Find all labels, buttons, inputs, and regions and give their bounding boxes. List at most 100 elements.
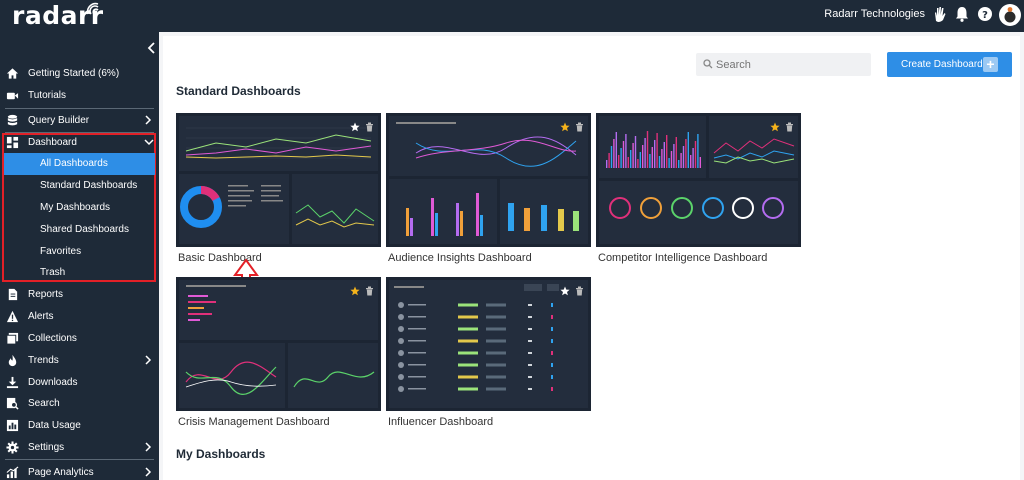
trash-icon[interactable]: [365, 286, 374, 296]
search-doc-icon: [6, 397, 19, 410]
sidebar-item-reports[interactable]: Reports: [0, 283, 159, 305]
dashboard-card-title[interactable]: Influencer Dashboard: [388, 416, 494, 428]
sidebar-item-query-builder[interactable]: Query Builder: [0, 109, 159, 131]
sidebar-item-getting-started[interactable]: Getting Started (6%): [0, 62, 159, 84]
sidebar-item-downloads[interactable]: Downloads: [0, 371, 159, 393]
sidebar-item-tutorials[interactable]: Tutorials: [0, 84, 159, 106]
organization-name[interactable]: Radarr Technologies: [824, 8, 925, 20]
sidebar-subitem-label: All Dashboards: [40, 158, 108, 169]
sidebar-item-dashboard[interactable]: Dashboard: [0, 131, 159, 153]
sidebar-item-label: Data Usage: [28, 419, 81, 431]
dashboard-card-title[interactable]: Basic Dashboard: [178, 252, 262, 264]
dashboard-card-audience-insights[interactable]: [386, 113, 591, 247]
dashboard-icon: [6, 136, 19, 148]
logo-waves-icon: [86, 2, 99, 15]
dashboard-thumbnail: [599, 116, 798, 244]
sidebar-item-label: Reports: [28, 288, 64, 300]
sidebar-item-label: Search: [28, 397, 60, 409]
dashboard-card-title[interactable]: Crisis Management Dashboard: [178, 416, 330, 428]
section-title-my: My Dashboards: [176, 447, 266, 461]
chevron-right-icon: [145, 442, 152, 452]
sidebar-item-label: Alerts: [28, 310, 54, 322]
collapse-sidebar-icon[interactable]: [147, 42, 156, 54]
collections-icon: [6, 332, 19, 345]
top-bar: radarr Radarr Technologies ?: [0, 0, 1024, 32]
sidebar-item-label: Downloads: [28, 376, 78, 388]
report-icon: [8, 288, 18, 300]
dashboard-card-basic[interactable]: [176, 113, 381, 247]
star-icon[interactable]: [770, 122, 780, 132]
sidebar-item-alerts[interactable]: Alerts: [0, 305, 159, 327]
avatar[interactable]: [998, 3, 1022, 27]
sidebar-item-page-analytics[interactable]: Page Analytics: [0, 461, 159, 480]
alert-icon: [6, 310, 19, 322]
download-icon: [6, 376, 19, 388]
trash-icon[interactable]: [575, 286, 584, 296]
dashboard-thumbnail: [179, 280, 378, 408]
sidebar-item-data-usage[interactable]: Data Usage: [0, 414, 159, 436]
section-title-standard: Standard Dashboards: [176, 84, 301, 98]
star-icon[interactable]: [350, 286, 360, 296]
dashboard-card-title[interactable]: Competitor Intelligence Dashboard: [598, 252, 768, 264]
star-icon[interactable]: [560, 122, 570, 132]
sidebar-subitem-trash[interactable]: Trash: [4, 262, 155, 284]
sidebar-subitem-my-dashboards[interactable]: My Dashboards: [4, 197, 155, 219]
create-dashboard-button[interactable]: Create Dashboard +: [887, 52, 1012, 77]
chevron-right-icon: [145, 115, 152, 125]
dashboard-card-crisis-management[interactable]: [176, 277, 381, 411]
help-icon[interactable]: ?: [975, 4, 995, 24]
bell-icon[interactable]: [952, 4, 972, 24]
flame-icon: [8, 354, 17, 366]
content-panel: [163, 36, 1020, 480]
sidebar-divider: [5, 132, 154, 133]
sidebar: Getting Started (6%) Tutorials Query Bui…: [0, 32, 159, 480]
sidebar-subitem-label: Favorites: [40, 246, 82, 257]
data-usage-icon: [6, 419, 19, 431]
sidebar-item-settings[interactable]: Settings: [0, 436, 159, 458]
sidebar-item-label: Settings: [28, 441, 65, 453]
database-icon: [7, 114, 18, 125]
sidebar-subitem-label: Shared Dashboards: [40, 224, 129, 235]
dashboard-card-competitor-intelligence[interactable]: [596, 113, 801, 247]
chevron-right-icon: [145, 467, 152, 477]
sidebar-subitem-label: Trash: [40, 267, 66, 278]
dashboard-thumbnail: [389, 280, 588, 408]
home-icon: [6, 67, 19, 79]
chevron-down-icon: [144, 139, 154, 146]
sidebar-subitem-all-dashboards[interactable]: All Dashboards: [4, 153, 155, 175]
plus-icon: +: [983, 57, 998, 72]
sidebar-item-collections[interactable]: Collections: [0, 327, 159, 349]
sidebar-subitem-label: My Dashboards: [40, 202, 111, 213]
dashboard-thumbnail: [389, 116, 588, 244]
star-icon[interactable]: [560, 286, 570, 296]
trash-icon[interactable]: [365, 122, 374, 132]
sidebar-item-label: Dashboard: [28, 136, 77, 148]
sidebar-subitem-shared-dashboards[interactable]: Shared Dashboards: [4, 219, 155, 241]
sidebar-item-label: Tutorials: [28, 89, 66, 101]
sidebar-divider: [5, 459, 154, 460]
sidebar-item-label: Query Builder: [28, 114, 90, 126]
dashboard-card-influencer[interactable]: [386, 277, 591, 411]
star-icon[interactable]: [350, 122, 360, 132]
video-icon: [6, 92, 19, 99]
sidebar-subitem-label: Standard Dashboards: [40, 180, 138, 191]
search-box[interactable]: [696, 53, 871, 76]
dashboard-highlight-box: [2, 133, 156, 282]
dashboard-thumbnail: [179, 116, 378, 244]
dashboard-card-title[interactable]: Audience Insights Dashboard: [388, 252, 532, 264]
sidebar-subitem-favorites[interactable]: Favorites: [4, 241, 155, 263]
sidebar-item-label: Getting Started (6%): [28, 67, 120, 79]
waving-hand-icon[interactable]: [930, 4, 950, 24]
sidebar-item-label: Page Analytics: [28, 466, 94, 478]
gear-icon: [6, 440, 19, 454]
sidebar-item-search[interactable]: Search: [0, 392, 159, 414]
trash-icon[interactable]: [575, 122, 584, 132]
sidebar-item-trends[interactable]: Trends: [0, 349, 159, 371]
sidebar-item-label: Collections: [28, 332, 77, 344]
sidebar-subitem-standard-dashboards[interactable]: Standard Dashboards: [4, 175, 155, 197]
search-input[interactable]: [716, 53, 866, 76]
create-dashboard-label: Create Dashboard: [901, 59, 983, 70]
logo[interactable]: radarr: [12, 1, 104, 30]
trash-icon[interactable]: [785, 122, 794, 132]
sidebar-divider: [5, 108, 154, 109]
